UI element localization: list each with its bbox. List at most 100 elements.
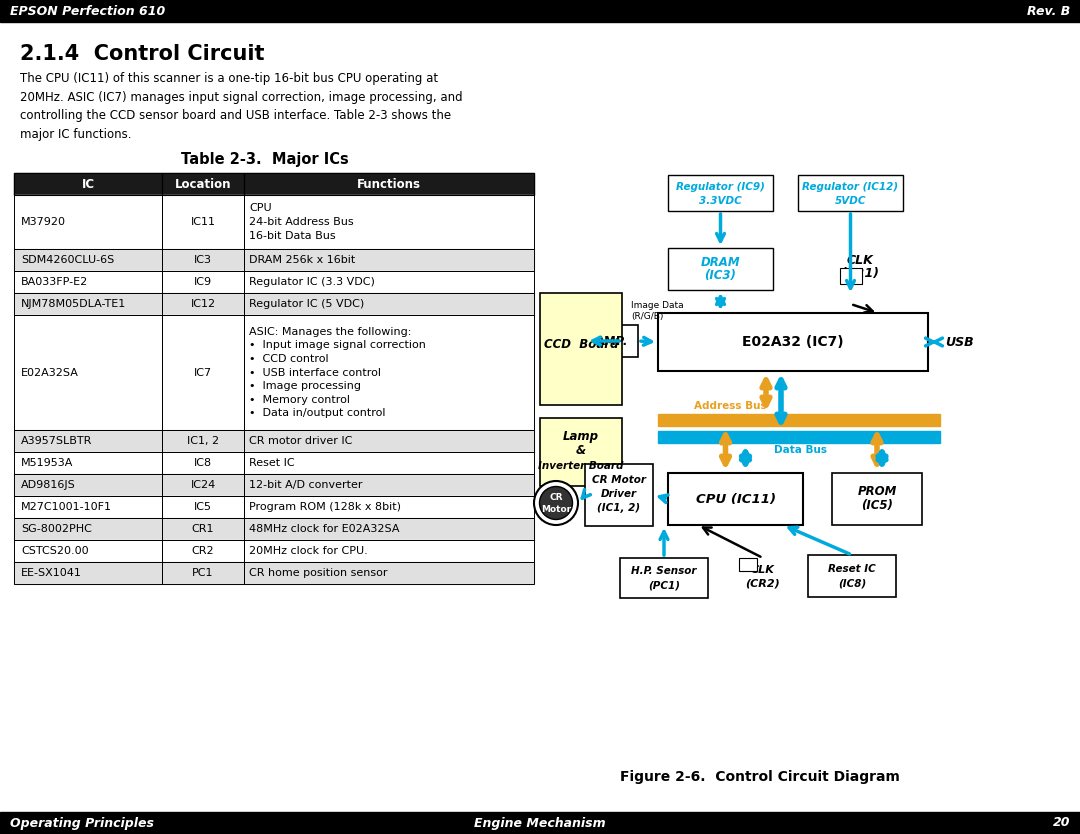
Bar xyxy=(658,431,940,443)
Bar xyxy=(14,195,162,249)
Bar xyxy=(540,418,622,486)
Bar xyxy=(162,315,244,430)
Bar xyxy=(244,452,534,474)
Text: Reset IC: Reset IC xyxy=(828,564,876,574)
Bar xyxy=(244,195,534,249)
Text: CR Motor: CR Motor xyxy=(592,475,646,485)
Bar xyxy=(14,249,162,271)
Bar xyxy=(162,562,244,584)
Bar xyxy=(244,540,534,562)
Text: (IC1, 2): (IC1, 2) xyxy=(597,503,640,513)
Bar xyxy=(162,474,244,496)
Bar xyxy=(162,315,244,430)
Bar xyxy=(14,293,162,315)
Bar xyxy=(840,268,862,284)
Text: SG-8002PHC: SG-8002PHC xyxy=(21,524,92,534)
Bar xyxy=(244,173,534,195)
Bar xyxy=(14,496,162,518)
Text: E02A32 (IC7): E02A32 (IC7) xyxy=(742,335,843,349)
Text: IC12: IC12 xyxy=(190,299,216,309)
Bar xyxy=(162,496,244,518)
Text: IC1, 2: IC1, 2 xyxy=(187,436,219,446)
Text: 12-bit A/D converter: 12-bit A/D converter xyxy=(249,480,363,490)
Bar xyxy=(14,474,162,496)
Bar xyxy=(585,464,653,526)
Bar xyxy=(162,293,244,315)
Bar xyxy=(14,430,162,452)
Bar xyxy=(244,249,534,271)
Bar xyxy=(669,175,773,211)
Text: 48MHz clock for E02A32SA: 48MHz clock for E02A32SA xyxy=(249,524,400,534)
Text: (CR2): (CR2) xyxy=(745,579,781,589)
Bar xyxy=(244,173,534,195)
Text: BA033FP-E2: BA033FP-E2 xyxy=(21,277,89,287)
Text: CR: CR xyxy=(550,493,563,501)
Bar xyxy=(14,315,162,430)
Bar xyxy=(244,271,534,293)
Text: CLK: CLK xyxy=(847,254,874,267)
Text: M51953A: M51953A xyxy=(21,458,73,468)
Text: PC1: PC1 xyxy=(192,568,214,578)
Bar xyxy=(244,518,534,540)
Text: CLK: CLK xyxy=(751,565,775,575)
Bar xyxy=(14,271,162,293)
Text: The CPU (IC11) of this scanner is a one-tip 16-bit bus CPU operating at
20MHz. A: The CPU (IC11) of this scanner is a one-… xyxy=(21,72,462,140)
Text: 20MHz clock for CPU.: 20MHz clock for CPU. xyxy=(249,546,368,556)
Text: USB: USB xyxy=(945,335,974,349)
Bar xyxy=(162,173,244,195)
Text: SDM4260CLU-6S: SDM4260CLU-6S xyxy=(21,255,114,265)
Text: Figure 2-6.  Control Circuit Diagram: Figure 2-6. Control Circuit Diagram xyxy=(620,770,900,784)
Text: (IC3): (IC3) xyxy=(704,269,737,283)
Bar xyxy=(808,555,896,597)
Bar xyxy=(162,518,244,540)
Bar xyxy=(14,452,162,474)
Bar xyxy=(244,195,534,249)
Text: Regulator (IC12): Regulator (IC12) xyxy=(802,182,899,192)
Text: DRAM 256k x 16bit: DRAM 256k x 16bit xyxy=(249,255,355,265)
Text: AMP.: AMP. xyxy=(596,334,627,348)
Bar xyxy=(244,271,534,293)
Text: Inverter Board: Inverter Board xyxy=(538,461,623,471)
Bar xyxy=(162,195,244,249)
Text: IC11: IC11 xyxy=(190,217,216,227)
Bar xyxy=(14,518,162,540)
Bar xyxy=(244,540,534,562)
Text: CR2: CR2 xyxy=(191,546,214,556)
Bar xyxy=(162,271,244,293)
Text: Table 2-3.  Major ICs: Table 2-3. Major ICs xyxy=(181,152,349,167)
Text: &: & xyxy=(576,444,586,456)
Text: Driver: Driver xyxy=(600,489,637,499)
Text: IC8: IC8 xyxy=(194,458,212,468)
Text: Regulator IC (3.3 VDC): Regulator IC (3.3 VDC) xyxy=(249,277,375,287)
Bar xyxy=(14,315,162,430)
Bar xyxy=(162,496,244,518)
Text: (CR1): (CR1) xyxy=(840,268,879,280)
Bar xyxy=(244,474,534,496)
Text: 2.1.4  Control Circuit: 2.1.4 Control Circuit xyxy=(21,44,265,64)
Text: CSTCS20.00: CSTCS20.00 xyxy=(21,546,89,556)
Bar xyxy=(244,562,534,584)
Bar xyxy=(669,473,804,525)
Text: (R/G/B): (R/G/B) xyxy=(631,312,663,320)
Bar xyxy=(14,452,162,474)
Bar xyxy=(162,540,244,562)
Bar xyxy=(14,518,162,540)
Text: (IC5): (IC5) xyxy=(861,499,893,511)
Text: CR1: CR1 xyxy=(192,524,214,534)
Bar xyxy=(162,249,244,271)
Bar xyxy=(162,452,244,474)
Text: ASIC: Manages the following:
•  Input image signal correction
•  CCD control
•  : ASIC: Manages the following: • Input ima… xyxy=(249,327,426,419)
Bar xyxy=(658,313,928,371)
Bar xyxy=(244,496,534,518)
Text: CPU (IC11): CPU (IC11) xyxy=(696,493,775,505)
Text: Operating Principles: Operating Principles xyxy=(10,816,154,830)
Bar xyxy=(244,315,534,430)
Text: CCD  Board: CCD Board xyxy=(544,338,618,350)
Bar xyxy=(14,195,162,249)
Text: EPSON Perfection 610: EPSON Perfection 610 xyxy=(10,4,165,18)
Text: (IC8): (IC8) xyxy=(838,578,866,588)
Bar xyxy=(162,518,244,540)
Text: DRAM: DRAM xyxy=(701,255,740,269)
Bar xyxy=(14,430,162,452)
Bar xyxy=(669,248,773,290)
